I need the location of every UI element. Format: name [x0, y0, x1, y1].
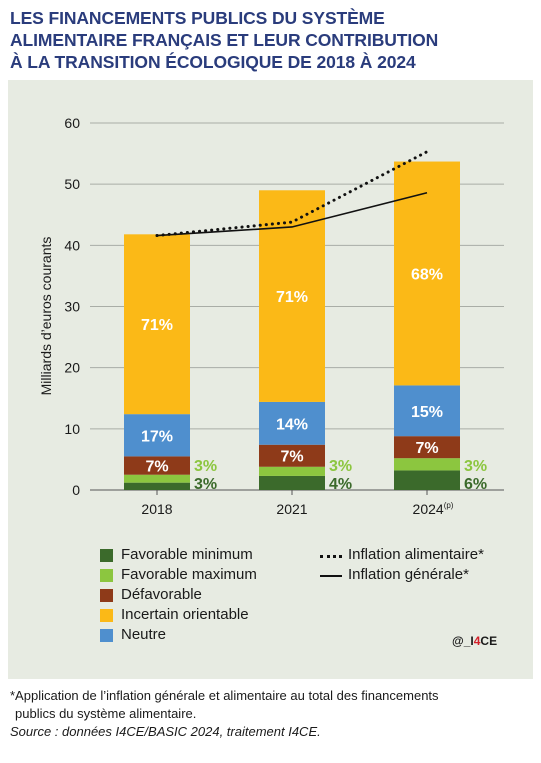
bar-label-incertain-orientable-2021: 71%	[276, 289, 308, 306]
bar-segment-neutre-2018	[124, 414, 190, 457]
footnotes: *Application de l’inflation générale et …	[10, 687, 538, 741]
bar-label-defavorable-2024: 7%	[415, 440, 438, 457]
legend-label-favorable-minimum: Favorable minimum	[121, 546, 253, 563]
y-tick-label-50: 50	[64, 176, 80, 192]
bar-segment-incertain-orientable-2018	[124, 234, 190, 415]
watermark-suffix: CE	[480, 634, 498, 648]
y-axis-label: Milliards d’euros courants	[38, 237, 54, 396]
bar-segment-favorable-minimum-2018	[124, 482, 190, 490]
legend-swatch-favorable-minimum	[100, 549, 113, 562]
legend-label-inflation-generale: Inflation générale*	[348, 566, 469, 583]
x-tick-superscript-2024: (p)	[444, 501, 454, 510]
legend-label-defavorable: Défavorable	[121, 586, 202, 603]
legend-label-inflation-alimentaire: Inflation alimentaire*	[348, 546, 484, 563]
legend-line-inflation-alimentaire	[320, 555, 342, 558]
y-tick-label-10: 10	[64, 421, 80, 437]
bar-label-favorable-maximum-2021: 3%	[329, 458, 352, 475]
legend-swatch-neutre	[100, 629, 113, 642]
legend: Favorable minimum Favorable maximum Défa…	[8, 80, 533, 679]
title-line-3: À LA TRANSITION ÉCOLOGIQUE DE 2018 À 202…	[10, 52, 416, 72]
bar-segment-defavorable-2021	[259, 444, 325, 467]
y-tick-label-30: 30	[64, 299, 80, 315]
bar-label-defavorable-2018: 7%	[145, 459, 168, 476]
bar-segment-favorable-minimum-2024	[394, 470, 460, 490]
bar-label-neutre-2021: 14%	[276, 416, 308, 433]
line-inflation-alimentaire	[155, 150, 429, 238]
bar-segment-defavorable-2018	[124, 456, 190, 475]
bar-segment-favorable-maximum-2021	[259, 466, 325, 476]
chart-title: LES FINANCEMENTS PUBLICS DU SYSTÈME ALIM…	[10, 7, 535, 73]
y-tick-label-40: 40	[64, 237, 80, 253]
bar-label-favorable-minimum-2021: 4%	[329, 476, 352, 493]
legend-label-favorable-maximum: Favorable maximum	[121, 566, 257, 583]
bar-label-incertain-orientable-2018: 71%	[141, 317, 173, 334]
bar-label-neutre-2024: 15%	[411, 404, 443, 421]
bar-segment-favorable-maximum-2024	[394, 458, 460, 471]
legend-label-incertain-orientable: Incertain orientable	[121, 606, 249, 623]
stacked-bar-chart: 0 10 20 30 40 50 60 Milliards d’euros courants 7…	[38, 115, 504, 517]
x-tick-label-2024: 2024(p)	[413, 501, 454, 517]
y-tick-label-20: 20	[64, 360, 80, 376]
i4ce-watermark: @_I4CE	[452, 634, 497, 648]
bar-label-favorable-minimum-2018: 3%	[194, 476, 217, 493]
x-tick-label-2021: 2021	[276, 501, 307, 517]
bar-segment-favorable-minimum-2021	[259, 475, 325, 490]
bar-segment-neutre-2021	[259, 401, 325, 445]
bar-segment-neutre-2024	[394, 385, 460, 437]
line-inflation-generale	[156, 191, 428, 237]
footnote-line-1: *Application de l’inflation générale et …	[10, 688, 439, 703]
footnote-line-2: publics du système alimentaire.	[15, 706, 197, 721]
bar-segment-incertain-orientable-2021	[259, 190, 325, 402]
bar-label-favorable-maximum-2018: 3%	[194, 458, 217, 475]
title-line-2: ALIMENTAIRE FRANÇAIS ET LEUR CONTRIBUTIO…	[10, 30, 439, 50]
watermark-prefix: @_I	[452, 634, 474, 648]
legend-line-inflation-generale	[320, 575, 342, 577]
y-tick-label-0: 0	[72, 482, 80, 498]
chart-panel: 0 10 20 30 40 50 60 Milliards d’euros courants 7…	[8, 80, 533, 679]
bar-label-favorable-maximum-2024: 3%	[464, 458, 487, 475]
watermark-accent: 4	[473, 634, 481, 648]
bar-segment-defavorable-2024	[394, 436, 460, 459]
bar-label-incertain-orientable-2024: 68%	[411, 266, 443, 283]
y-tick-label-60: 60	[64, 115, 80, 131]
legend-swatch-favorable-maximum	[100, 569, 113, 582]
source-note: Source : données I4CE/BASIC 2024, traite…	[10, 724, 321, 739]
legend-label-neutre: Neutre	[121, 626, 167, 643]
x-tick-label-2018: 2018	[141, 501, 172, 517]
bar-label-favorable-minimum-2024: 6%	[464, 476, 487, 493]
bar-segment-favorable-maximum-2018	[124, 474, 190, 483]
bar-label-defavorable-2021: 7%	[280, 449, 303, 466]
bar-label-neutre-2018: 17%	[141, 428, 173, 445]
title-line-1: LES FINANCEMENTS PUBLICS DU SYSTÈME	[10, 8, 385, 28]
legend-swatch-incertain-orientable	[100, 609, 113, 622]
legend-swatch-defavorable	[100, 589, 113, 602]
